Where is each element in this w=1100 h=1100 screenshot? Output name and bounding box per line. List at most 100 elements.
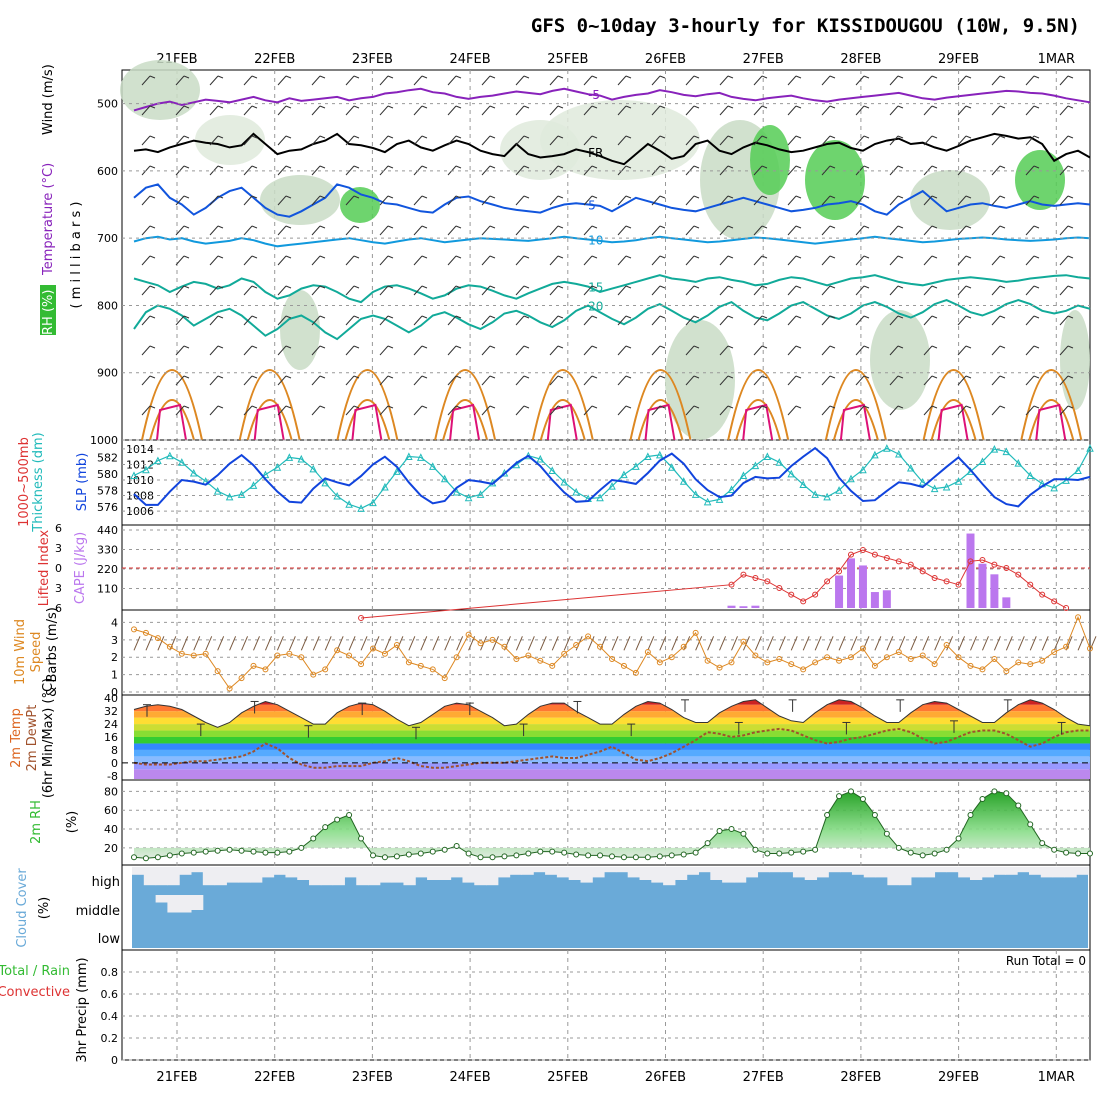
cloud-high-gap: [757, 867, 770, 873]
wind-barb-flag: [1033, 375, 1040, 379]
rh-point: [214, 847, 221, 854]
wind-barb-flag: [795, 375, 802, 379]
li-point: [1027, 581, 1034, 588]
thickness-point: [225, 492, 234, 501]
wind-barb-flag: [387, 285, 394, 289]
wind-speed-point: [334, 647, 341, 654]
temp-tick: 24: [104, 718, 118, 731]
wind-barb: [889, 255, 899, 266]
wind-barb-flag: [489, 405, 496, 409]
wind-barb-flag: [931, 255, 938, 259]
cloud-high-gap: [238, 867, 251, 883]
wind-barb-flag: [761, 195, 768, 199]
wind-barb: [821, 405, 831, 416]
top-date-label: 26FEB: [645, 52, 686, 67]
wind-barb: [685, 225, 695, 236]
wind-barb-flag: [897, 165, 904, 169]
wind-barb: [345, 75, 355, 86]
thickness-point: [416, 453, 425, 461]
wind-barb-flag: [251, 135, 258, 139]
rh-point: [489, 854, 496, 861]
wind-speed-point: [1087, 645, 1093, 652]
wind-barb: [481, 225, 491, 236]
wind-barb: [1059, 405, 1069, 416]
wind-barb-flag: [999, 135, 1006, 139]
wind-barb: [889, 375, 899, 386]
wind-speed-point: [859, 645, 866, 652]
wind-barb: [719, 315, 729, 326]
wind-barb: [889, 195, 899, 206]
wind-barb-flag: [1067, 105, 1074, 109]
wind-barb-flag: [217, 135, 224, 139]
wind-barb-flag: [795, 75, 802, 79]
wind-barb: [991, 135, 1001, 146]
bottom-date-label: 23FEB: [352, 1070, 393, 1085]
wind-barb: [413, 345, 423, 356]
thickness-point: [428, 462, 437, 470]
rh-point: [513, 852, 520, 859]
wind-barb: [345, 285, 355, 296]
wind-speed-point: [919, 652, 926, 659]
wind-barb-flag: [625, 195, 632, 199]
wind-speed-point: [895, 649, 902, 655]
wind-barb: [889, 315, 899, 326]
rh-shading: [120, 60, 200, 120]
wind-barb: [549, 255, 559, 266]
rh-point: [788, 849, 795, 856]
rh-point: [1003, 790, 1010, 797]
wind-barb: [539, 636, 547, 651]
isotherm-30-arc: [246, 399, 293, 441]
wind-barb: [175, 255, 185, 266]
wind-barb-flag: [829, 105, 836, 109]
rh-point: [274, 849, 281, 856]
li-point: [836, 568, 843, 575]
wind-barb: [787, 375, 797, 386]
wind-speed-point: [955, 654, 962, 661]
wind-barb: [181, 636, 189, 651]
wind-barb-flag: [183, 375, 190, 379]
rh-point: [429, 848, 436, 855]
li-tick: 3: [55, 542, 62, 555]
wind-barb: [651, 135, 661, 146]
wind-barb: [311, 195, 321, 206]
li-point: [800, 598, 807, 605]
wind-barb-flag: [897, 405, 904, 409]
wind-speed-point: [131, 626, 137, 633]
wind-barb-flag: [285, 255, 292, 259]
wind-barb-flag: [217, 345, 224, 349]
wind-barb-flag: [1067, 375, 1074, 379]
cloud-high-gap: [1052, 867, 1065, 878]
wind-barb-flag: [149, 225, 156, 229]
wind-barb: [855, 225, 865, 236]
wind-barb-flag: [319, 165, 326, 169]
wind-barb: [753, 285, 763, 296]
wind-barb-flag: [659, 345, 666, 349]
wind-barb-flag: [217, 315, 224, 319]
wind-barb-flag: [625, 165, 632, 169]
wind-barb-flag: [285, 75, 292, 79]
wind-barb: [923, 375, 933, 386]
precip-label-2: Convective: [0, 985, 70, 1000]
rh-ylabel: 2m RH (%): [29, 800, 80, 844]
rh-shading: [805, 140, 865, 220]
wind-barb-flag: [557, 255, 564, 259]
wind-barb: [778, 636, 786, 651]
cloud-level-label: low: [98, 932, 121, 947]
wind-barb: [175, 135, 185, 146]
wind-barb-flag: [489, 165, 496, 169]
thickness-point: [285, 453, 294, 461]
cape-bar: [1002, 597, 1011, 608]
wind-barb-flag: [183, 225, 190, 229]
cloud-high-gap: [604, 867, 617, 873]
wind-speed-point: [358, 661, 365, 668]
wind-barb-flag: [149, 165, 156, 169]
li-point: [871, 551, 878, 558]
li-point: [955, 581, 962, 588]
wind-barb: [787, 285, 797, 296]
wind-barb: [651, 255, 661, 266]
precip-tick: 0.6: [101, 988, 119, 1001]
wind-barb: [515, 255, 525, 266]
rh-shading: [1060, 310, 1090, 410]
wind-barb: [379, 195, 389, 206]
slp-tick: 1014: [126, 443, 154, 456]
